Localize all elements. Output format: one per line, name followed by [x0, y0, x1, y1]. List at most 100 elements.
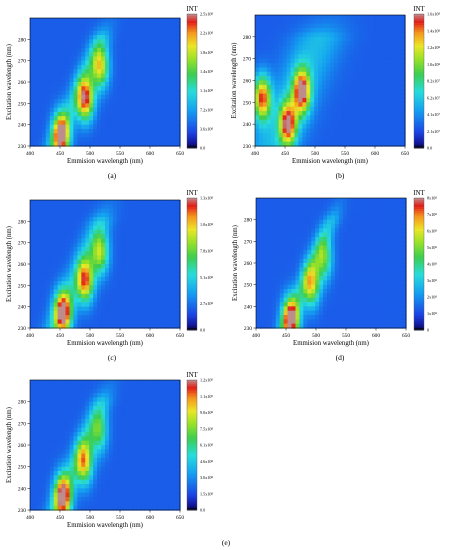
heatmap-cell	[148, 94, 153, 100]
heatmap-cell	[45, 47, 51, 53]
heatmap-cell	[168, 315, 173, 321]
heatmap-cell	[365, 45, 371, 51]
heatmap-cell	[73, 323, 78, 329]
heatmap-cell	[350, 232, 356, 238]
colorbar-tick-label: 2.2x10⁸	[200, 31, 214, 36]
heatmap-cell	[327, 297, 332, 303]
heatmap-cell	[41, 285, 47, 291]
heatmap-cell	[357, 93, 363, 99]
heatmap-cell	[397, 32, 402, 38]
heatmap-cell	[326, 80, 331, 86]
heatmap-cell	[152, 238, 157, 244]
heatmap-cell	[140, 111, 146, 117]
heatmap-cell	[377, 41, 382, 47]
heatmap-cell	[334, 206, 340, 212]
heatmap-cell	[402, 315, 407, 320]
colorbar-swatch	[187, 65, 197, 69]
heatmap-cell	[266, 119, 272, 125]
heatmap-cell	[61, 323, 67, 329]
heatmap-cell	[30, 69, 35, 75]
heatmap-cell	[172, 323, 177, 329]
heatmap-cell	[377, 124, 382, 130]
colorbar-swatch	[187, 103, 197, 107]
heatmap-cell	[381, 63, 386, 68]
heatmap-cell	[271, 241, 277, 247]
heatmap-cell	[97, 255, 102, 261]
heatmap-cell	[378, 293, 383, 299]
heatmap-cell	[37, 52, 43, 57]
heatmap-cell	[286, 137, 292, 143]
heatmap-cell	[108, 281, 114, 286]
heatmap-cell	[116, 217, 122, 222]
heatmap-cell	[136, 103, 142, 109]
heatmap-cell	[267, 315, 273, 320]
heatmap-cell	[287, 293, 293, 299]
heatmap-cell	[160, 242, 165, 248]
heatmap-cell	[148, 276, 153, 282]
heatmap-cell	[358, 254, 364, 260]
heatmap-cell	[176, 259, 181, 265]
heatmap-cell	[97, 73, 102, 79]
heatmap-cell	[370, 289, 376, 294]
heatmap-cell	[144, 18, 150, 23]
heatmap-cell	[381, 32, 386, 38]
heatmap-cell	[144, 272, 150, 278]
heatmap-cell	[270, 93, 276, 99]
heatmap-cell	[295, 284, 301, 290]
heatmap-cell	[283, 323, 289, 329]
heatmap-cell	[140, 238, 146, 244]
heatmap-cell	[266, 106, 272, 112]
heatmap-cell	[393, 15, 398, 20]
heatmap-cell	[299, 284, 304, 290]
heatmap-cell	[168, 141, 173, 147]
heatmap-cell	[303, 310, 308, 316]
heatmap-cell	[307, 245, 312, 251]
heatmap-cell	[353, 67, 359, 73]
heatmap-cell	[349, 28, 355, 34]
heatmap-cell	[45, 264, 51, 269]
heatmap-cell	[346, 271, 352, 277]
heatmap-cell	[49, 22, 55, 28]
heatmap-cell	[256, 215, 261, 221]
heatmap-cell	[105, 285, 110, 291]
heatmap-cell	[144, 212, 150, 218]
heatmap-cell	[354, 258, 360, 264]
colorbar-swatch	[187, 54, 197, 57]
heatmap-cell	[61, 26, 67, 32]
heatmap-cell	[53, 246, 59, 252]
heatmap-cell	[112, 208, 118, 214]
heatmap-cell	[354, 302, 360, 307]
heatmap-cell	[377, 67, 382, 73]
heatmap-cell	[73, 281, 78, 286]
heatmap-cell	[53, 103, 59, 109]
heatmap-cell	[258, 41, 264, 47]
heatmap-cell	[65, 276, 71, 282]
heatmap-cell	[282, 115, 288, 121]
heatmap-cell	[53, 18, 59, 23]
heatmap-cell	[382, 245, 387, 251]
heatmap-cell	[267, 224, 273, 229]
heatmap-cell	[97, 90, 102, 96]
heatmap-cell	[37, 225, 43, 231]
heatmap-cell	[369, 15, 375, 20]
heatmap-cell	[354, 267, 360, 273]
heatmap-cell	[49, 141, 55, 147]
heatmap-cell	[152, 293, 157, 299]
heatmap-cell	[132, 86, 138, 92]
heatmap-cell	[108, 86, 114, 92]
heatmap-cell	[73, 26, 78, 32]
heatmap-cell	[69, 141, 75, 147]
heatmap-cell	[172, 82, 177, 87]
heatmap-cell	[148, 293, 153, 299]
heatmap-cell	[258, 132, 264, 138]
heatmap-cell	[310, 41, 315, 47]
heatmap-cell	[361, 32, 367, 38]
heatmap-cell	[366, 211, 372, 216]
x-tick-label: 400	[26, 333, 34, 339]
heatmap-cell	[282, 45, 288, 51]
colorbar-tick-label: 6x10⁸	[427, 229, 437, 234]
heatmap-cell	[124, 56, 130, 62]
heatmap-cell	[37, 141, 43, 147]
heatmap-cell	[120, 99, 126, 104]
heatmap-cell	[93, 251, 98, 257]
